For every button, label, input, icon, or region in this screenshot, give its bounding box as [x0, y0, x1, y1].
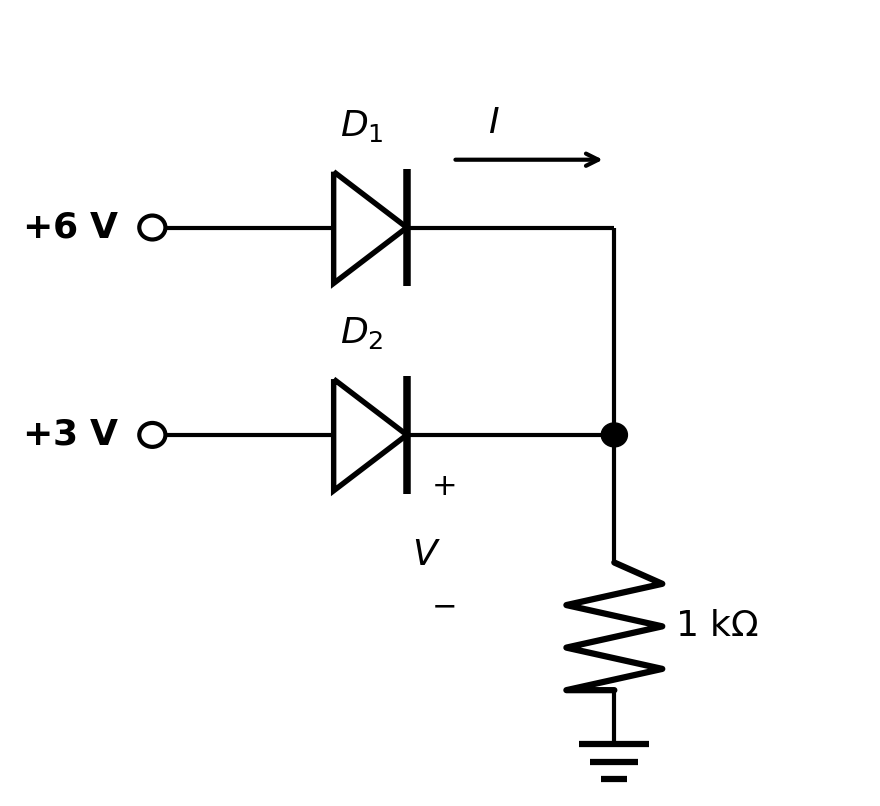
Circle shape: [601, 423, 627, 447]
Text: $D_2$: $D_2$: [340, 315, 384, 351]
Text: $-$: $-$: [431, 591, 456, 622]
Text: $\mathbf{+3\ V}$: $\mathbf{+3\ V}$: [22, 418, 119, 452]
Text: $+$: $+$: [431, 472, 456, 502]
Text: $V$: $V$: [412, 538, 441, 571]
Circle shape: [139, 423, 165, 447]
Circle shape: [139, 215, 165, 239]
Text: $1\ \mathrm{k\Omega}$: $1\ \mathrm{k\Omega}$: [675, 609, 759, 643]
Text: $I$: $I$: [488, 106, 500, 139]
Text: $\mathbf{+6\ V}$: $\mathbf{+6\ V}$: [22, 210, 119, 244]
Text: $D_1$: $D_1$: [340, 108, 384, 143]
